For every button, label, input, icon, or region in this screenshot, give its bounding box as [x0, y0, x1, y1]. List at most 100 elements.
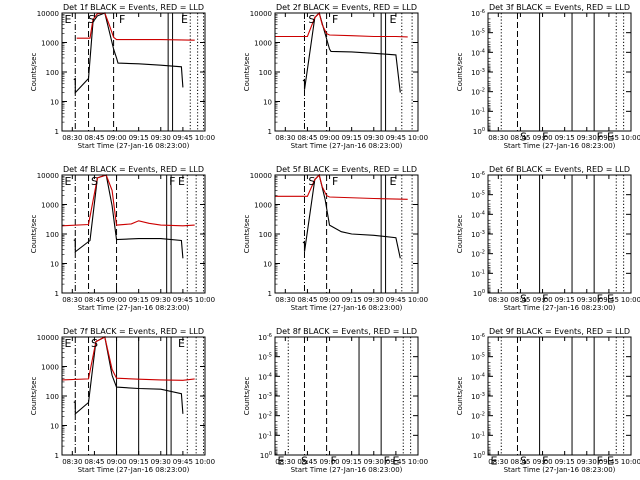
x-axis-label: Start Time (27-Jan-16 08:23:00) [291, 142, 403, 150]
x-tick-label: 09:45 [386, 296, 406, 304]
y-tick-label: 1 [268, 290, 272, 298]
x-tick-label: 09:00 [532, 458, 552, 466]
y-tick-label: 100 [473, 127, 485, 136]
y-tick-label: 100 [46, 69, 59, 77]
phase-marker: F [597, 292, 603, 305]
y-tick-label: 10000 [250, 172, 272, 180]
x-tick-label: 08:30 [488, 134, 508, 142]
y-tick-label: 10-4 [471, 48, 485, 57]
events-series-line [73, 12, 184, 94]
y-tick-label: 1000 [41, 202, 59, 210]
x-tick-label: 10:00 [408, 296, 428, 304]
y-tick-label: 1000 [41, 364, 59, 372]
plot-frame [274, 12, 419, 132]
chart-title: Det 3f BLACK = Events, RED = LLD [489, 3, 630, 12]
chart-title: Det 7f BLACK = Events, RED = LLD [63, 327, 204, 336]
x-tick-label: 10:00 [621, 296, 640, 304]
phase-marker: S [91, 337, 98, 350]
x-tick-label: 09:00 [319, 134, 339, 142]
phase-marker: E [178, 337, 185, 350]
x-tick-label: 08:30 [62, 296, 82, 304]
events-series-line [73, 336, 184, 415]
y-tick-label: 10-2 [258, 412, 272, 421]
phase-marker: F [597, 454, 603, 467]
x-tick-label: 08:45 [510, 458, 530, 466]
phase-marker: E [392, 454, 399, 467]
x-tick-label: 09:45 [386, 134, 406, 142]
y-tick-label: 10-5 [471, 29, 485, 38]
phase-marker: E [607, 454, 614, 467]
chart-title: Det 5f BLACK = Events, RED = LLD [276, 165, 417, 174]
chart-title: Det 4f BLACK = Events, RED = LLD [63, 165, 204, 174]
x-tick-label: 09:30 [577, 134, 597, 142]
x-tick-label: 09:45 [173, 134, 193, 142]
y-tick-label: 10-5 [258, 353, 272, 362]
x-tick-label: 09:30 [577, 458, 597, 466]
x-tick-label: 09:15 [129, 296, 149, 304]
plot-frame [274, 174, 419, 294]
y-tick-label: 10000 [37, 172, 59, 180]
x-tick-label: 09:15 [555, 458, 575, 466]
y-axis-label: Counts/sec [30, 53, 38, 92]
y-axis-label: Counts/sec [30, 215, 38, 254]
plot-frame [487, 336, 632, 456]
chart-title: Det 6f BLACK = Events, RED = LLD [489, 165, 630, 174]
y-tick-label: 10 [50, 99, 59, 107]
x-tick-label: 09:30 [151, 296, 171, 304]
y-axis-label: Counts/sec [243, 377, 251, 416]
phase-marker: F [169, 175, 175, 188]
phase-marker: E [178, 175, 185, 188]
x-tick-label: 08:45 [510, 296, 530, 304]
phase-marker: F [542, 454, 548, 467]
x-tick-label: 10:00 [621, 458, 640, 466]
x-axis-label: Start Time (27-Jan-16 08:23:00) [504, 142, 616, 150]
phase-marker: E [490, 454, 497, 467]
chart-title: Det 8f BLACK = Events, RED = LLD [276, 327, 417, 336]
phase-marker: E [64, 13, 71, 26]
x-tick-label: 09:30 [577, 296, 597, 304]
y-tick-label: 1000 [254, 202, 272, 210]
plot-frame [61, 336, 206, 456]
y-tick-label: 10-1 [471, 431, 485, 440]
y-tick-label: 1 [55, 452, 59, 460]
y-tick-label: 10-2 [471, 250, 485, 259]
y-tick-label: 1 [268, 128, 272, 136]
y-tick-label: 10-6 [471, 9, 485, 18]
phase-marker: F [384, 454, 390, 467]
y-tick-label: 10 [263, 99, 272, 107]
x-tick-label: 09:00 [319, 296, 339, 304]
y-tick-label: 10-4 [258, 372, 272, 381]
x-tick-label: 09:00 [106, 458, 126, 466]
x-tick-label: 08:30 [275, 134, 295, 142]
plot-frame [274, 336, 419, 456]
x-tick-label: 09:30 [151, 458, 171, 466]
x-tick-label: 08:30 [488, 458, 508, 466]
x-axis-label: Start Time (27-Jan-16 08:23:00) [291, 304, 403, 312]
phase-marker: S [301, 454, 308, 467]
phase-marker: F [597, 130, 603, 143]
phase-marker: F [119, 13, 125, 26]
y-tick-label: 10-1 [471, 269, 485, 278]
y-tick-label: 10000 [37, 334, 59, 342]
x-tick-label: 08:45 [510, 134, 530, 142]
y-tick-label: 100 [473, 289, 485, 298]
plot-frame [61, 12, 206, 132]
x-tick-label: 09:15 [555, 134, 575, 142]
y-tick-label: 100 [473, 451, 485, 460]
x-axis-label: Start Time (27-Jan-16 08:23:00) [504, 466, 616, 474]
phase-marker: E [390, 175, 397, 188]
phase-marker: E [64, 337, 71, 350]
x-tick-label: 10:00 [195, 458, 215, 466]
y-tick-label: 10-1 [471, 107, 485, 116]
x-axis-label: Start Time (27-Jan-16 08:23:00) [78, 466, 190, 474]
x-tick-label: 09:45 [173, 296, 193, 304]
plot-frame [487, 174, 632, 294]
y-tick-label: 10-3 [471, 392, 485, 401]
phase-marker: E [277, 454, 284, 467]
